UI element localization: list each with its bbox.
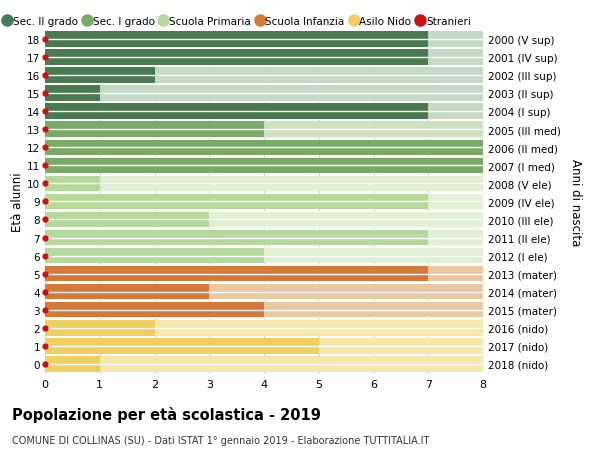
Bar xyxy=(45,213,209,228)
Bar xyxy=(45,213,483,228)
Bar xyxy=(45,302,264,318)
Y-axis label: Anni di nascita: Anni di nascita xyxy=(569,158,582,246)
Bar xyxy=(45,68,483,84)
Bar xyxy=(45,248,483,263)
Bar xyxy=(45,158,483,174)
Bar xyxy=(45,194,483,210)
Bar xyxy=(45,338,319,354)
Bar xyxy=(45,86,483,101)
Text: Popolazione per età scolastica - 2019: Popolazione per età scolastica - 2019 xyxy=(12,406,321,422)
Bar xyxy=(45,158,483,174)
Bar xyxy=(45,32,428,47)
Bar xyxy=(45,302,483,318)
Bar xyxy=(45,176,100,191)
Bar xyxy=(45,104,483,119)
Bar xyxy=(45,50,483,66)
Bar xyxy=(45,50,428,66)
Bar xyxy=(45,176,483,191)
Bar xyxy=(45,357,100,372)
Bar xyxy=(45,266,428,282)
Bar xyxy=(45,230,483,246)
Bar xyxy=(45,140,483,156)
Bar xyxy=(45,248,264,263)
Bar xyxy=(45,86,100,101)
Legend: Sec. II grado, Sec. I grado, Scuola Primaria, Scuola Infanzia, Asilo Nido, Stran: Sec. II grado, Sec. I grado, Scuola Prim… xyxy=(1,13,475,31)
Bar xyxy=(45,104,428,119)
Bar xyxy=(45,32,483,47)
Y-axis label: Età alunni: Età alunni xyxy=(11,172,24,232)
Text: COMUNE DI COLLINAS (SU) - Dati ISTAT 1° gennaio 2019 - Elaborazione TUTTITALIA.I: COMUNE DI COLLINAS (SU) - Dati ISTAT 1° … xyxy=(12,435,430,445)
Bar xyxy=(45,230,428,246)
Bar xyxy=(45,285,209,300)
Bar xyxy=(45,320,483,336)
Bar xyxy=(45,357,483,372)
Bar xyxy=(45,68,155,84)
Bar xyxy=(45,194,428,210)
Bar xyxy=(45,320,155,336)
Bar xyxy=(45,140,483,156)
Bar xyxy=(45,338,483,354)
Bar xyxy=(45,285,483,300)
Bar xyxy=(45,122,264,138)
Bar xyxy=(45,266,483,282)
Bar xyxy=(45,122,483,138)
